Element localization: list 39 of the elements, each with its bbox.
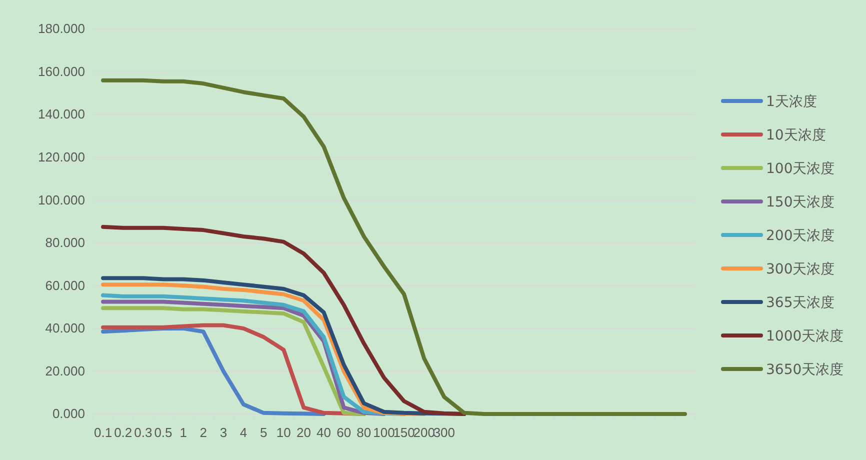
- y-tick-label: 80.000: [45, 235, 85, 250]
- legend-label: 200天浓度: [766, 228, 835, 244]
- x-tick-label: 80: [356, 425, 372, 440]
- y-tick-label: 140.000: [38, 106, 85, 122]
- y-tick-label: 160.000: [38, 64, 85, 79]
- x-tick-label: 0.2: [114, 425, 132, 440]
- legend-label: 10天浓度: [766, 128, 826, 144]
- x-tick-label: 60: [336, 425, 352, 440]
- x-tick-label: 150: [393, 425, 415, 440]
- x-tick-label: 100: [373, 425, 395, 440]
- legend-label: 100天浓度: [766, 161, 835, 177]
- legend-label: 150天浓度: [766, 194, 835, 210]
- legend-label: 1000天浓度: [766, 328, 844, 344]
- legend-label: 1天浓度: [766, 94, 817, 110]
- x-tick-label: 0.5: [154, 425, 172, 440]
- line-series: [101, 224, 466, 416]
- y-tick-label: 60.000: [45, 278, 85, 293]
- x-tick-label: 10: [276, 425, 291, 440]
- x-tick-label: 40: [316, 425, 331, 440]
- y-tick-label: 120.000: [38, 149, 85, 164]
- legend-label: 3650天浓度: [766, 362, 844, 378]
- x-tick-label: 5: [260, 425, 268, 440]
- x-tick-label: 200: [413, 425, 435, 440]
- y-tick-label: 100.000: [38, 192, 85, 208]
- x-tick-label: 300: [433, 425, 456, 440]
- x-tick-label: 4: [240, 425, 248, 440]
- line-series: [101, 78, 687, 416]
- x-tick-label: 0.3: [134, 425, 152, 440]
- y-tick-label: 20.000: [45, 363, 85, 378]
- y-tick-label: 180.000: [38, 21, 85, 36]
- legend-label: 300天浓度: [766, 262, 835, 278]
- x-tick-label: 3: [220, 425, 228, 440]
- x-tick-label: 1: [180, 425, 187, 440]
- y-tick-label: 40.000: [45, 320, 85, 336]
- x-tick-label: 20: [296, 425, 311, 440]
- legend-label: 365天浓度: [766, 295, 835, 311]
- x-tick-label: 2: [200, 425, 207, 440]
- x-tick-label: 0.1: [94, 425, 112, 440]
- y-tick-label: 0.000: [52, 406, 85, 422]
